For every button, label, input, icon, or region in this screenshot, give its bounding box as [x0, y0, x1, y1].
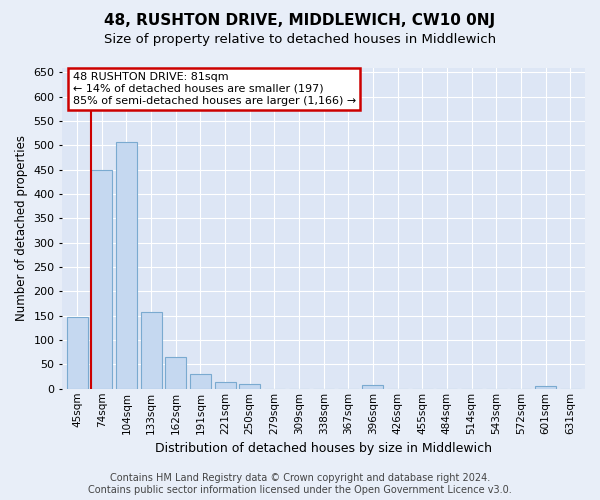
Bar: [91, 170, 112, 389]
Bar: [67, 317, 88, 389]
Text: 48, RUSHTON DRIVE, MIDDLEWICH, CW10 0NJ: 48, RUSHTON DRIVE, MIDDLEWICH, CW10 0NJ: [104, 12, 496, 28]
Bar: [165, 357, 186, 389]
Bar: [535, 386, 556, 389]
Bar: [239, 384, 260, 389]
Bar: [116, 142, 137, 389]
Text: Size of property relative to detached houses in Middlewich: Size of property relative to detached ho…: [104, 32, 496, 46]
Bar: [215, 382, 236, 389]
Text: Contains HM Land Registry data © Crown copyright and database right 2024.
Contai: Contains HM Land Registry data © Crown c…: [88, 474, 512, 495]
Bar: [140, 312, 161, 389]
Y-axis label: Number of detached properties: Number of detached properties: [15, 135, 28, 321]
Text: 48 RUSHTON DRIVE: 81sqm
← 14% of detached houses are smaller (197)
85% of semi-d: 48 RUSHTON DRIVE: 81sqm ← 14% of detache…: [73, 72, 356, 106]
Bar: [362, 386, 383, 389]
Bar: [190, 374, 211, 389]
X-axis label: Distribution of detached houses by size in Middlewich: Distribution of detached houses by size …: [155, 442, 492, 455]
